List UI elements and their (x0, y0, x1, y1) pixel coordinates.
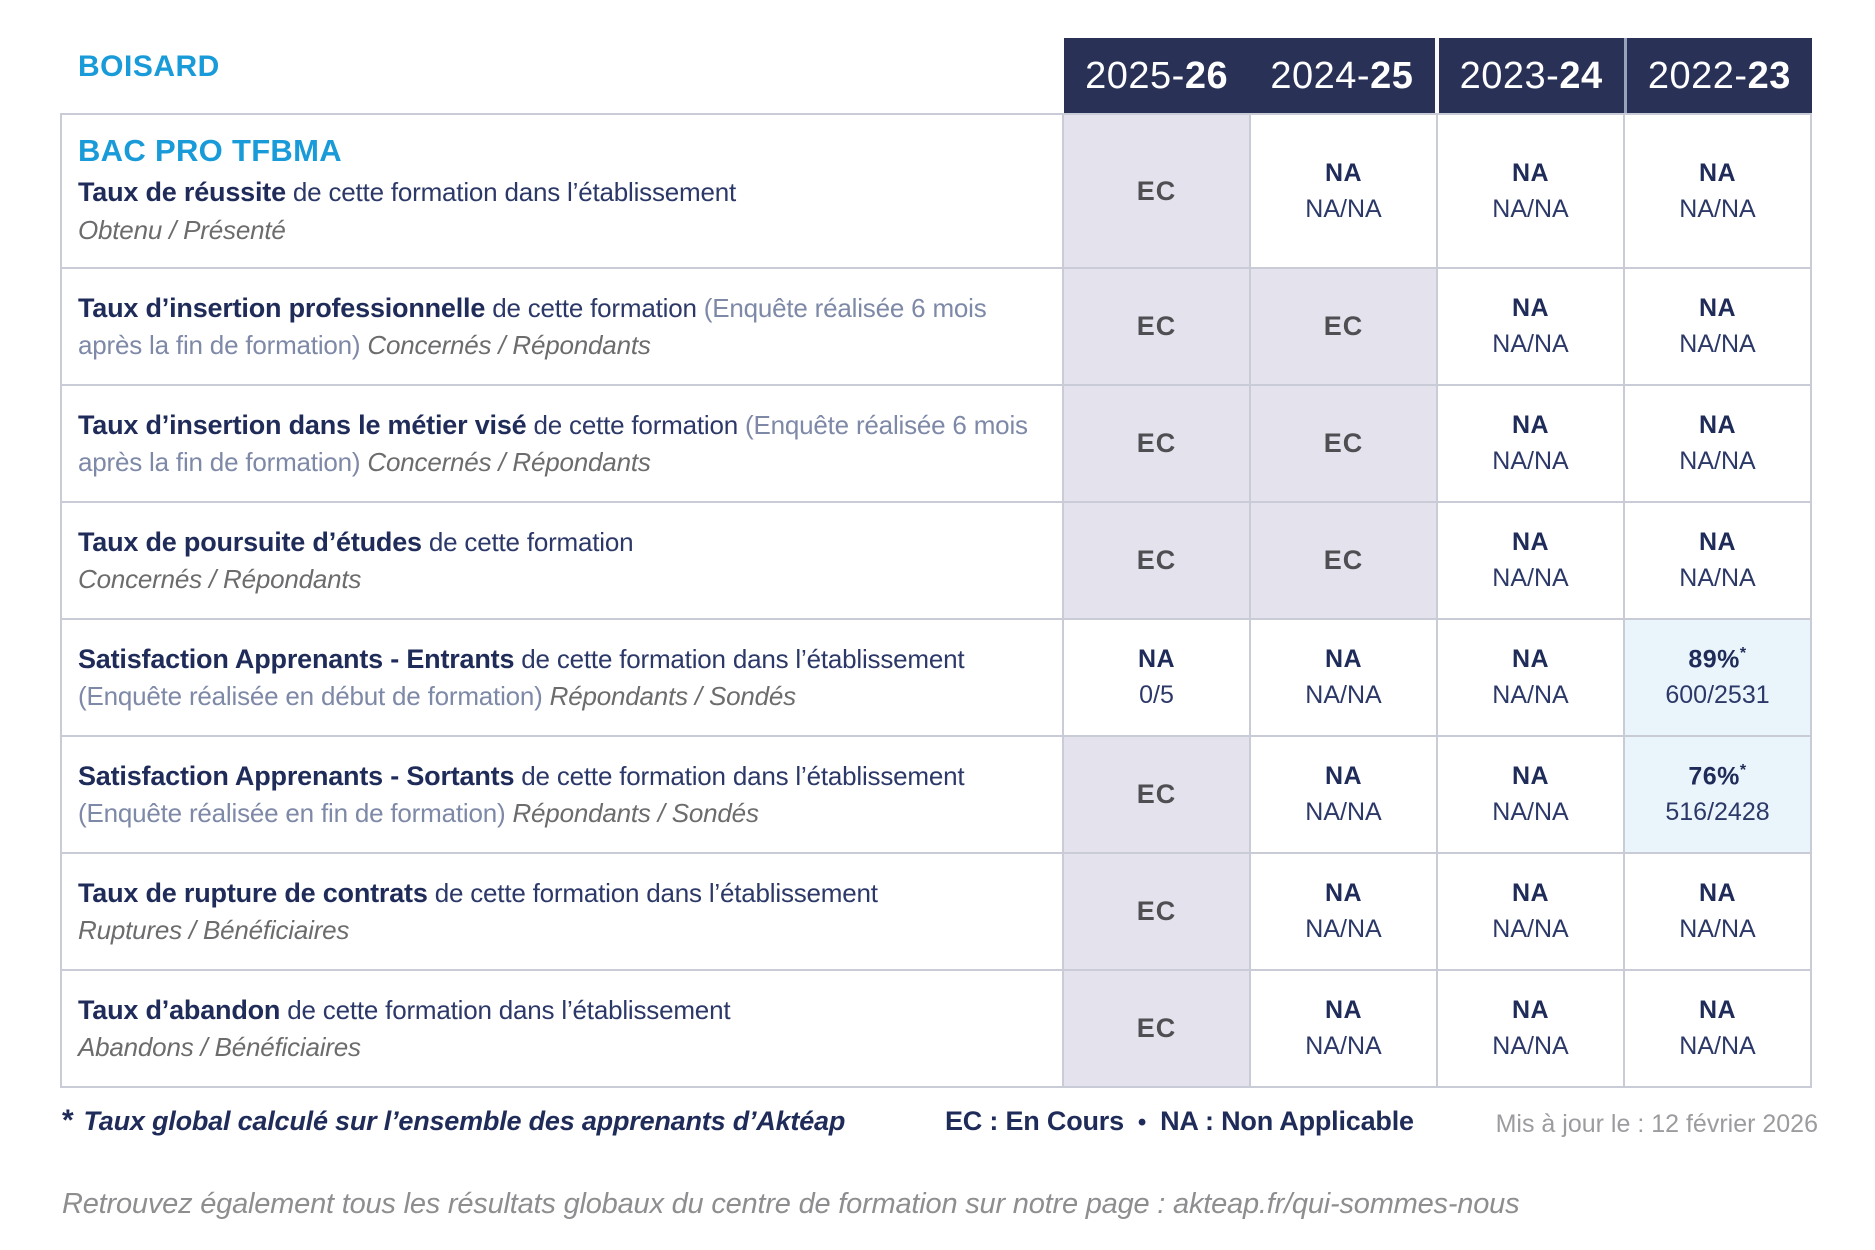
table-cell: EC (1064, 269, 1249, 384)
table-cell: NA NA/NA (1251, 971, 1436, 1086)
table-cell: NA NA/NA (1438, 269, 1623, 384)
row-label-insertion-metier: Taux d’insertion dans le métier visé de … (62, 386, 1062, 501)
table-cell: NA NA/NA (1438, 503, 1623, 618)
legend-ec: EC : En Cours (945, 1106, 1124, 1136)
table-cell: NA NA/NA (1438, 620, 1623, 735)
legend-na: NA : Non Applicable (1160, 1106, 1414, 1136)
program-badge: BAC PRO TFBMA (78, 133, 342, 169)
table-cell: NA NA/NA (1625, 386, 1810, 501)
row-label-satisfaction-entrants: Satisfaction Apprenants - Entrants de ce… (62, 620, 1062, 735)
table-cell: NA 0/5 (1064, 620, 1249, 735)
year-column-2025-26: 2025- 26 (1085, 54, 1229, 97)
footnote: * Taux global calculé sur l’ensemble des … (62, 1104, 846, 1137)
year-column-2023-24: 2023- 24 (1434, 38, 1624, 114)
table-cell: EC (1251, 269, 1436, 384)
row-label-rupture-contrats: Taux de rupture de contrats de cette for… (62, 854, 1062, 969)
table-cell: EC (1251, 386, 1436, 501)
table-cell-percentage: 89%* 600/2531 (1625, 620, 1810, 735)
global-results-note: Retrouvez également tous les résultats g… (62, 1188, 1520, 1220)
year-header: 2025- 26 2024- 25 2023- 24 2022- 23 (1064, 38, 1812, 114)
table-cell: EC (1064, 503, 1249, 618)
table-cell: NA NA/NA (1438, 115, 1623, 267)
table-cell: EC (1064, 115, 1249, 267)
row-label-insertion-professionnelle: Taux d’insertion professionnelle de cett… (62, 269, 1062, 384)
row-label-abandon: Taux d’abandon de cette formation dans l… (62, 971, 1062, 1086)
bullet-separator: • (1137, 1109, 1147, 1136)
asterisk-marker: * (1739, 761, 1747, 779)
table-cell: NA NA/NA (1438, 854, 1623, 969)
table-cell: EC (1064, 386, 1249, 501)
table-cell: NA NA/NA (1438, 971, 1623, 1086)
table-cell: NA NA/NA (1625, 269, 1810, 384)
results-table: BAC PRO TFBMA Taux de réussite de cette … (60, 113, 1812, 1088)
year-column-2024-25: 2024- 25 (1270, 54, 1414, 97)
table-cell: NA NA/NA (1625, 971, 1810, 1086)
table-cell: NA NA/NA (1625, 503, 1810, 618)
table-cell: NA NA/NA (1251, 620, 1436, 735)
table-cell-percentage: 76%* 516/2428 (1625, 737, 1810, 852)
last-updated-date: Mis à jour le : 12 février 2026 (1495, 1110, 1818, 1138)
table-cell: NA NA/NA (1251, 737, 1436, 852)
table-cell: EC (1064, 854, 1249, 969)
table-cell: EC (1064, 971, 1249, 1086)
table-cell: NA NA/NA (1625, 854, 1810, 969)
table-cell: EC (1064, 737, 1249, 852)
table-cell: NA NA/NA (1625, 115, 1810, 267)
row-label-poursuite-etudes: Taux de poursuite d’études de cette form… (62, 503, 1062, 618)
table-cell: NA NA/NA (1438, 737, 1623, 852)
school-name: BOISARD (78, 50, 220, 83)
abbreviation-legend: EC : En Cours • NA : Non Applicable (945, 1106, 1414, 1137)
table-cell: NA NA/NA (1438, 386, 1623, 501)
table-cell: NA NA/NA (1251, 854, 1436, 969)
row-label-taux-reussite: BAC PRO TFBMA Taux de réussite de cette … (62, 115, 1062, 267)
table-cell: NA NA/NA (1251, 115, 1436, 267)
row-label-satisfaction-sortants: Satisfaction Apprenants - Sortants de ce… (62, 737, 1062, 852)
asterisk-marker: * (1739, 644, 1747, 662)
year-column-2022-23: 2022- 23 (1623, 38, 1812, 114)
asterisk-marker: * (62, 1104, 74, 1137)
table-cell: EC (1251, 503, 1436, 618)
